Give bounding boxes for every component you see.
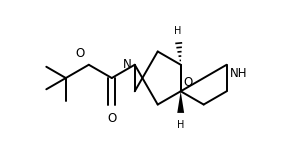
Text: H: H	[174, 26, 181, 36]
Text: NH: NH	[229, 67, 247, 80]
Polygon shape	[177, 91, 184, 113]
Text: H: H	[177, 120, 184, 130]
Text: O: O	[107, 112, 116, 125]
Text: N: N	[123, 58, 132, 71]
Text: O: O	[76, 47, 85, 60]
Text: O: O	[184, 76, 193, 89]
